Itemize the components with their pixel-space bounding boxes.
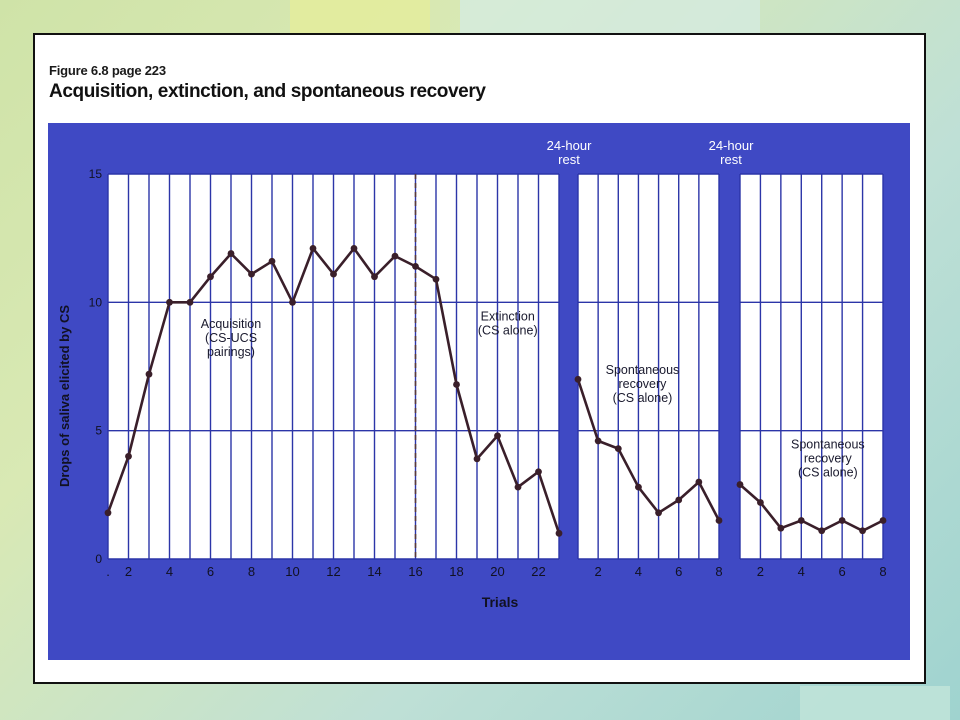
data-point [555, 529, 563, 537]
background-decoration [460, 0, 760, 34]
data-point [757, 499, 764, 506]
x-tick-label: 16 [408, 564, 422, 579]
x-tick-label: 8 [879, 564, 886, 579]
y-axis-label: Drops of saliva elicited by CS [57, 305, 72, 487]
rest-label: 24-hour [709, 138, 754, 153]
phase-annotation: (CS alone) [798, 466, 858, 480]
data-point [736, 481, 744, 488]
data-point [432, 275, 440, 283]
data-point [125, 452, 132, 460]
data-point [879, 517, 887, 524]
phase-annotation: Spontaneous [606, 363, 680, 377]
data-point [594, 437, 602, 445]
x-tick-label: 14 [367, 564, 381, 579]
x-tick-label: 10 [285, 564, 299, 579]
background-decoration [290, 0, 430, 34]
data-point [350, 245, 358, 252]
data-point [675, 496, 683, 504]
x-tick-label: 22 [531, 564, 545, 579]
phase-annotation: Spontaneous [791, 438, 865, 452]
data-point [248, 270, 255, 278]
data-point [166, 298, 173, 306]
data-point [412, 263, 419, 270]
rest-label: rest [558, 152, 580, 167]
data-point [777, 524, 785, 532]
series-line [576, 378, 721, 522]
data-point [494, 432, 501, 440]
data-point [695, 478, 703, 486]
data-point [227, 250, 235, 257]
phase-annotation: Acquisition [201, 317, 261, 331]
data-point [535, 468, 542, 476]
y-tick-label: 0 [95, 552, 102, 566]
x-axis-label: Trials [482, 594, 519, 610]
y-tick-label: 5 [95, 424, 102, 438]
phase-annotation: (CS alone) [478, 323, 538, 337]
data-point [715, 517, 723, 524]
data-point [473, 455, 481, 463]
x-tick-label: 6 [207, 564, 214, 579]
data-point [104, 509, 112, 517]
phase-annotation: recovery [618, 377, 667, 391]
x-tick-label: 4 [166, 564, 173, 579]
rest-label: rest [720, 152, 742, 167]
rest-label: 24-hour [547, 138, 592, 153]
data-point [655, 509, 662, 517]
x-tick-label: 6 [675, 564, 682, 579]
x-tick-label: 6 [839, 564, 846, 579]
data-point [838, 517, 846, 524]
chart-panel-acquisition-extinction: 0 5 10 15. 2 4 6 8 10 12 14 16 18 20 22 Acquisition(CS-… [89, 167, 563, 579]
data-point [289, 298, 296, 306]
data-point [818, 527, 826, 535]
x-tick-label: 2 [125, 564, 132, 579]
data-point [145, 370, 153, 378]
figure-title: Acquisition, extinction, and spontaneous… [49, 81, 486, 102]
data-point [635, 483, 642, 491]
background-decoration [800, 686, 950, 720]
x-tick-label: 8 [248, 564, 255, 579]
phase-annotation: (CS-UCS [205, 331, 257, 345]
data-point [268, 257, 276, 265]
x-tick-label: 4 [635, 564, 642, 579]
data-point [391, 252, 399, 260]
data-point [859, 527, 866, 535]
x-tick-label: 20 [490, 564, 504, 579]
data-point [574, 375, 582, 383]
phase-annotation: (CS alone) [613, 391, 673, 405]
x-tick-label: 4 [798, 564, 805, 579]
x-tick-label: 2 [595, 564, 602, 579]
data-point [207, 273, 214, 281]
x-tick-label: . [106, 564, 110, 579]
x-tick-label: 12 [326, 564, 340, 579]
series-line [739, 483, 884, 533]
data-point [309, 245, 317, 252]
data-point [330, 270, 337, 278]
y-tick-label: 15 [89, 167, 103, 181]
phase-annotation: Extinction [481, 309, 535, 323]
x-tick-label: 18 [449, 564, 463, 579]
figure-reference: Figure 6.8 page 223 [49, 63, 166, 78]
x-tick-label: 2 [757, 564, 764, 579]
plot-area [740, 174, 883, 559]
y-tick-label: 10 [89, 295, 103, 309]
figure-card: Figure 6.8 page 223 Acquisition, extinct… [33, 33, 926, 684]
data-point [453, 381, 460, 388]
phase-annotation: pairings) [207, 345, 255, 359]
data-point [797, 517, 805, 524]
phase-annotation: recovery [804, 452, 853, 466]
x-tick-label: 8 [715, 564, 722, 579]
data-point [371, 273, 378, 281]
data-point [514, 483, 522, 491]
plot-area [578, 174, 719, 559]
data-point [186, 298, 194, 306]
data-point [614, 445, 622, 453]
